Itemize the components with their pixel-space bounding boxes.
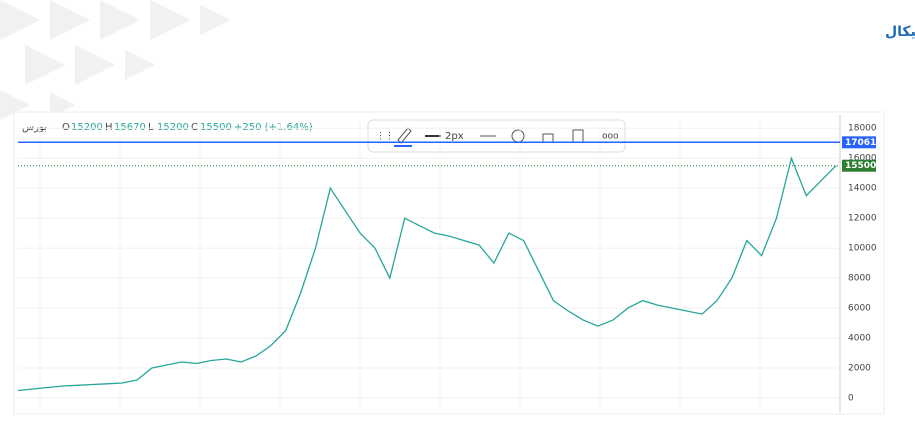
ohlc-label: C	[191, 122, 198, 133]
price-tag-label: 15500	[845, 161, 876, 171]
svg-text:⋮⋮: ⋮⋮	[376, 132, 394, 142]
y-tick-label: 2000	[848, 364, 871, 374]
ohlc-value: 15200	[157, 122, 189, 133]
chart-frame	[13, 111, 885, 415]
ohlc-label: O	[62, 122, 70, 133]
price-line-series	[17, 156, 837, 392]
more-button[interactable]: ooo	[602, 132, 619, 142]
background-pattern	[0, 0, 230, 120]
ohlc-value: 15670	[114, 122, 146, 133]
change: +250 (+1.64%)	[234, 122, 313, 133]
page-title: تحلیل تکنیکال	[885, 24, 915, 40]
y-tick-label: 4000	[848, 334, 871, 344]
y-tick-label: 16000	[848, 154, 877, 164]
grid	[18, 114, 840, 410]
ohlc-value: 15200	[71, 122, 103, 133]
price-tag	[842, 159, 876, 172]
y-tick-label: 10000	[848, 244, 877, 254]
ohlc-label: H	[105, 122, 113, 133]
symbol: بورس	[22, 122, 47, 133]
price-tag	[842, 136, 876, 149]
y-tick-label: 0	[848, 394, 854, 404]
y-tick-label: 6000	[848, 304, 871, 314]
y-tick-label: 8000	[848, 274, 871, 284]
y-tick-label: 12000	[848, 214, 877, 224]
line-width[interactable]: 2px	[445, 131, 464, 142]
ohlc-label: L	[148, 122, 154, 133]
y-tick-label: 18000	[848, 124, 877, 134]
price-tag-label: 17061	[845, 138, 876, 148]
drawing-toolbar: ⋮⋮ 2px ooo	[367, 119, 626, 153]
legend: بورس O 15200 H 15670 L 15200 C 15500 +250 (+1.64%…	[22, 122, 313, 133]
y-tick-label: 14000	[848, 184, 877, 194]
ohlc-value: 15500	[200, 122, 232, 133]
